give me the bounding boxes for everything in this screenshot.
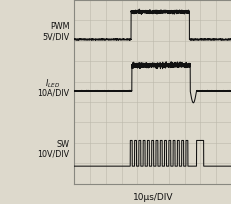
Text: 10A/DIV: 10A/DIV (37, 89, 69, 98)
Text: 10V/DIV: 10V/DIV (37, 150, 69, 159)
Text: SW: SW (56, 140, 69, 149)
Text: 10μs/DIV: 10μs/DIV (132, 193, 173, 202)
Text: PWM: PWM (50, 22, 69, 31)
Text: $I_{LED}$: $I_{LED}$ (45, 77, 60, 90)
Text: 5V/DIV: 5V/DIV (42, 32, 69, 41)
